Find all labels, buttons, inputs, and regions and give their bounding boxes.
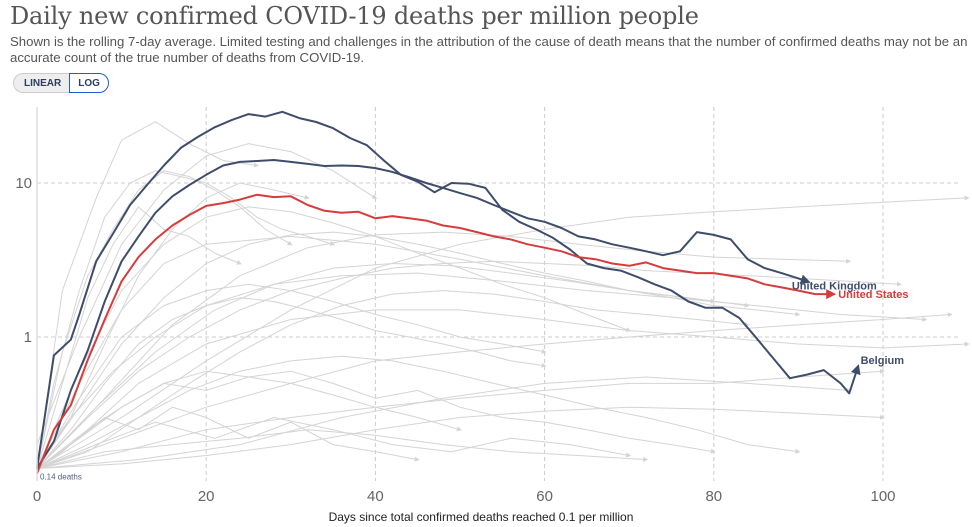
background-country-line [36,416,632,469]
background-country-line [36,206,632,469]
background-country-lines [36,121,970,469]
background-country-line [36,370,462,469]
background-country-line [36,406,885,469]
x-axis-label: Days since total confirmed deaths reache… [329,510,634,524]
background-country-line [36,290,750,469]
background-country-line [36,355,801,469]
x-tick-label: 20 [198,488,215,505]
background-country-line [36,368,885,469]
series-label-united-kingdom: United Kingdom [792,280,877,292]
background-country-line [36,231,852,469]
background-country-line [36,170,293,469]
background-country-line [36,260,902,469]
series-label-belgium: Belgium [861,355,905,367]
background-country-line [36,231,801,469]
background-country-line [36,376,852,469]
series-line-united-states [36,193,837,474]
y-tick-label: 1 [24,329,32,346]
background-country-line [36,309,970,469]
background-country-line [36,235,716,469]
series-line-belgium [36,110,861,469]
background-country-line [36,429,649,469]
x-tick-label: 80 [705,488,722,505]
background-country-line [36,206,242,469]
background-country-line [36,121,259,469]
log-scale-button[interactable]: LOG [69,73,109,93]
series-line-united-kingdom [36,159,811,470]
scale-toggle: LINEAR LOG [13,73,109,93]
background-country-line [36,182,310,469]
background-country-line [36,370,716,469]
linear-scale-button[interactable]: LINEAR [13,73,70,93]
background-country-line [36,170,336,469]
start-annotation: 0.14 deaths [40,472,82,481]
background-country-line [36,297,547,469]
background-country-line [36,195,970,469]
chart-title: Daily new confirmed COVID-19 deaths per … [10,2,699,30]
x-tick-label: 60 [536,488,553,505]
background-country-line [36,312,953,469]
chart-subtitle: Shown is the rolling 7-day average. Limi… [10,34,968,65]
y-tick-label: 10 [15,175,32,192]
background-country-line [36,406,420,469]
series-label-united-states: United States [838,289,908,301]
background-country-line [36,272,928,465]
x-tick-label: 100 [870,488,895,505]
x-tick-label: 40 [367,488,384,505]
x-tick-label: 0 [33,488,41,505]
